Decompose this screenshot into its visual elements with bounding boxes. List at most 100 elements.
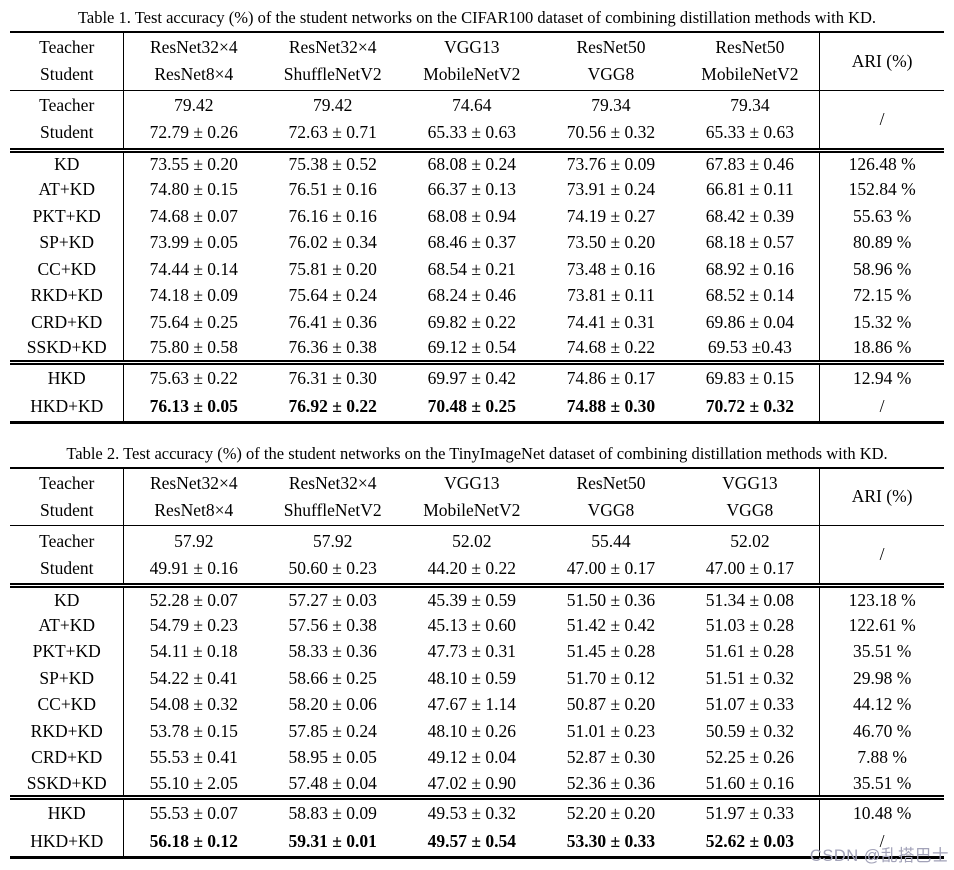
baseline-value: 57.92 [174, 530, 214, 551]
method-value-cell: 75.80 ± 0.58 [149, 337, 238, 357]
baseline-value: 52.02 [730, 530, 770, 551]
method-ari-cell: 46.70 % [819, 718, 944, 745]
baseline-value-cell: 74.64 65.33 ± 0.63 [402, 90, 541, 150]
baseline-value: 65.33 ± 0.63 [427, 122, 516, 142]
network-name: ResNet50 [576, 472, 646, 493]
method-row: PKT+KD 54.11 ± 0.18 58.33 ± 0.36 47.73 ± 0.… [10, 638, 944, 665]
method-ari-cell: 122.61 % [819, 612, 944, 639]
method-name-cell: KD [10, 585, 125, 612]
method-ari-cell: 152.84 % [819, 176, 944, 203]
method-row: RKD+KD 74.18 ± 0.09 75.64 ± 0.24 68.24 ± 0.… [10, 282, 944, 309]
method-value-cell: 68.42 ± 0.39 [705, 205, 795, 226]
network-name: ShuffleNetV2 [283, 64, 382, 85]
final-value-cell: 49.57 ± 0.54 [427, 831, 516, 852]
method-value-cell: 51.50 ± 0.36 [566, 589, 656, 610]
method-value-cell: 54.08 ± 0.32 [149, 694, 238, 715]
method-value-cell: 51.03 ± 0.28 [705, 614, 795, 635]
network-name: VGG13 [444, 37, 500, 58]
method-value-cell: 69.53 ±0.43 [707, 337, 792, 357]
final-row: HKD+KD 56.18 ± 0.12 59.31 ± 0.01 49.57 ± 0.… [10, 827, 944, 858]
method-row: AT+KD 74.80 ± 0.15 76.51 ± 0.16 66.37 ± 0.1… [10, 176, 944, 203]
final-ari-cell: 10.48 % [819, 797, 944, 828]
network-name: VGG13 [444, 472, 500, 493]
method-name-cell: SSKD+KD [10, 335, 125, 362]
final-row: HKD 55.53 ± 0.07 58.83 ± 0.09 49.53 ± 0.32 5… [10, 797, 944, 828]
method-value-cell: 51.70 ± 0.12 [566, 667, 656, 688]
method-value-cell: 54.22 ± 0.41 [149, 667, 238, 688]
method-value-cell: 51.42 ± 0.42 [566, 614, 656, 635]
method-name-cell: SP+KD [10, 665, 125, 692]
method-row: CC+KD 74.44 ± 0.14 75.81 ± 0.20 68.54 ± 0.2… [10, 256, 944, 283]
method-value-cell: 66.81 ± 0.11 [706, 179, 794, 200]
header-ari-cell: ARI (%) [819, 32, 944, 90]
baseline-value: 72.63 ± 0.71 [288, 122, 377, 142]
method-value-cell: 50.87 ± 0.20 [566, 694, 656, 715]
method-row: AT+KD 54.79 ± 0.23 57.56 ± 0.38 45.13 ± 0.6… [10, 612, 944, 639]
method-value-cell: 58.95 ± 0.05 [288, 747, 377, 768]
baseline-role-label: Student [39, 557, 94, 578]
method-value-cell: 74.80 ± 0.15 [149, 179, 238, 200]
final-value-cell: 55.53 ± 0.07 [149, 803, 238, 824]
method-name-cell: SP+KD [10, 229, 125, 256]
method-value-cell: 51.07 ± 0.33 [705, 694, 795, 715]
method-ari-cell: 80.89 % [819, 229, 944, 256]
network-name: ResNet32×4 [288, 37, 377, 58]
method-value-cell: 48.10 ± 0.59 [427, 667, 516, 688]
baseline-value-cell: 79.42 72.79 ± 0.26 [124, 90, 263, 150]
method-name-cell: AT+KD [10, 176, 125, 203]
network-name: VGG8 [587, 64, 635, 85]
method-ari-cell: 35.51 % [819, 638, 944, 665]
method-value-cell: 69.12 ± 0.54 [427, 337, 516, 357]
method-name-cell: RKD+KD [10, 718, 125, 745]
method-value-cell: 68.46 ± 0.37 [427, 232, 516, 253]
baseline-value-cell: 52.02 44.20 ± 0.22 [402, 526, 541, 586]
method-value-cell: 69.82 ± 0.22 [427, 311, 516, 332]
final-ari-cell: / [819, 392, 944, 422]
header-role-cell: Teacher Student [10, 467, 125, 526]
method-value-cell: 52.87 ± 0.30 [566, 747, 656, 768]
method-value-cell: 68.08 ± 0.94 [427, 205, 516, 226]
final-value-cell: 74.88 ± 0.30 [566, 395, 656, 416]
baseline-value: 50.60 ± 0.23 [288, 557, 377, 578]
method-value-cell: 58.66 ± 0.25 [288, 667, 377, 688]
method-value-cell: 68.18 ± 0.57 [705, 232, 795, 253]
method-value-cell: 68.08 ± 0.24 [427, 154, 516, 174]
method-value-cell: 68.92 ± 0.16 [705, 258, 795, 279]
baseline-value-cell: 52.02 47.00 ± 0.17 [681, 526, 820, 586]
method-ari-cell: 44.12 % [819, 691, 944, 718]
header-role-label: Student [39, 64, 94, 85]
table1-caption: Table 1. Test accuracy (%) of the studen… [77, 8, 877, 27]
final-value-cell: 76.13 ± 0.05 [149, 395, 238, 416]
method-ari-cell: 7.88 % [819, 744, 944, 771]
final-value-cell: 76.31 ± 0.30 [288, 367, 377, 388]
final-value-cell: 70.72 ± 0.32 [705, 395, 795, 416]
method-row: SP+KD 73.99 ± 0.05 76.02 ± 0.34 68.46 ± 0.3… [10, 229, 944, 256]
baseline-value: 79.42 [174, 95, 214, 115]
header-row: Teacher Student ResNet32×4 ResNet8×4 ResNet3… [10, 467, 944, 526]
method-value-cell: 76.36 ± 0.38 [288, 337, 377, 357]
baseline-role-cell: Teacher Student [10, 90, 125, 150]
network-name: ShuffleNetV2 [283, 499, 382, 520]
method-value-cell: 54.11 ± 0.18 [149, 641, 238, 662]
method-name-cell: PKT+KD [10, 638, 125, 665]
header-network-cell: ResNet32×4 ResNet8×4 [124, 32, 263, 90]
baseline-value-cell: 79.42 72.63 ± 0.71 [263, 90, 402, 150]
method-value-cell: 74.41 ± 0.31 [566, 311, 656, 332]
baseline-role-cell: Teacher Student [10, 525, 125, 586]
method-value-cell: 76.41 ± 0.36 [288, 311, 377, 332]
network-name: ResNet8×4 [154, 64, 234, 85]
final-row: HKD 75.63 ± 0.22 76.31 ± 0.30 69.97 ± 0.42 7… [10, 362, 944, 392]
final-value-cell: 76.92 ± 0.22 [288, 395, 377, 416]
network-name: ResNet50 [576, 37, 646, 58]
network-name: MobileNetV2 [423, 499, 521, 520]
method-value-cell: 76.51 ± 0.16 [288, 179, 377, 200]
baseline-value-cell: 79.34 65.33 ± 0.63 [681, 90, 820, 150]
baseline-value-cell: 55.44 47.00 ± 0.17 [541, 526, 680, 586]
method-value-cell: 49.12 ± 0.04 [427, 747, 516, 768]
method-value-cell: 74.18 ± 0.09 [149, 285, 238, 306]
header-network-cell: ResNet32×4 ResNet8×4 [124, 468, 263, 526]
method-value-cell: 75.81 ± 0.20 [288, 258, 377, 279]
method-value-cell: 75.64 ± 0.24 [288, 285, 377, 306]
network-name: ResNet8×4 [154, 499, 234, 520]
final-value-cell: 59.31 ± 0.01 [288, 831, 377, 852]
